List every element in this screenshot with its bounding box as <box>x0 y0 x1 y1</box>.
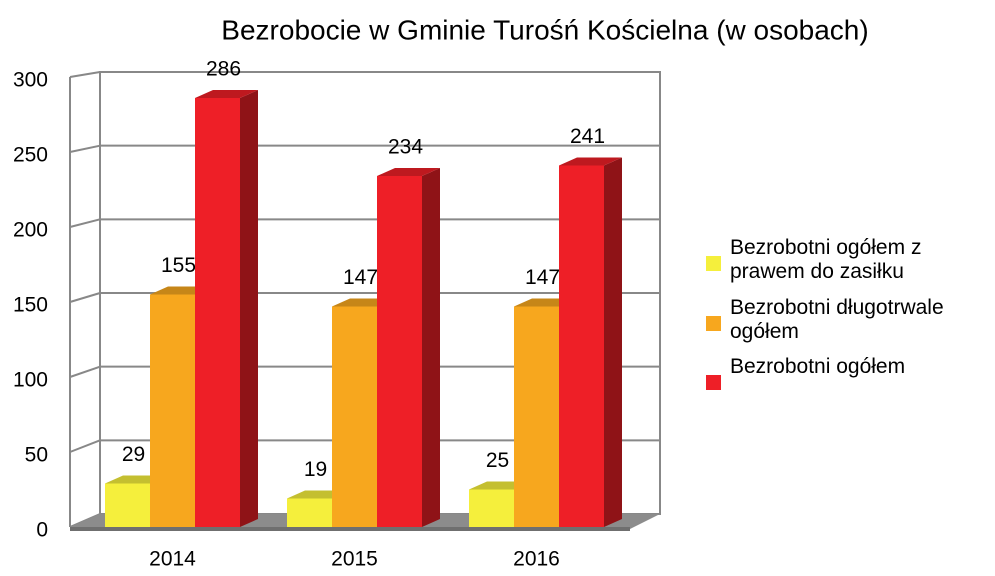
bar <box>105 483 150 527</box>
legend-item: Bezrobotni ogółem <box>706 355 991 390</box>
grid-line-side <box>69 292 101 303</box>
bar <box>195 98 240 527</box>
legend-item: Bezrobotni ogółem z prawem do zasiłku <box>706 236 991 284</box>
y-tick-label: 200 <box>13 219 48 242</box>
data-label: 234 <box>388 136 423 159</box>
bar <box>332 306 377 527</box>
legend-label: Bezrobotni ogółem <box>730 355 906 378</box>
grid-line-side <box>69 439 101 453</box>
floor-front <box>70 527 630 531</box>
data-label: 19 <box>304 458 327 481</box>
legend-label: Bezrobotni ogółem z prawem do zasiłku <box>730 236 922 283</box>
x-tick-label: 2014 <box>149 548 196 571</box>
y-tick-label: 0 <box>36 519 48 542</box>
bar <box>150 294 195 527</box>
x-tick-label: 2015 <box>331 548 378 571</box>
chart-title: Bezrobocie w Gminie Turośń Kościelna (w … <box>221 14 868 45</box>
x-tick-label: 2016 <box>513 548 560 571</box>
y-tick-label: 150 <box>13 294 48 317</box>
data-label: 147 <box>343 266 378 289</box>
data-label: 155 <box>161 254 196 277</box>
y-tick-label: 100 <box>13 369 48 392</box>
y-tick-label: 250 <box>13 144 48 167</box>
data-label: 241 <box>570 125 605 148</box>
legend-swatch <box>706 316 721 331</box>
bar-side <box>422 168 440 527</box>
legend-swatch <box>706 375 721 390</box>
bar-side <box>604 157 622 527</box>
legend-swatch <box>706 256 721 271</box>
bar-side <box>240 90 258 527</box>
grid-line-side <box>69 144 101 153</box>
y-tick-label: 300 <box>13 69 48 92</box>
legend-item: Bezrobotni długotrwale ogółem <box>706 296 991 344</box>
bar <box>287 498 332 527</box>
bar <box>514 306 559 527</box>
data-label: 286 <box>206 58 241 81</box>
bar <box>377 176 422 527</box>
data-label: 29 <box>122 443 145 466</box>
bar-top <box>195 90 258 98</box>
bar <box>559 165 604 527</box>
data-label: 25 <box>486 449 509 472</box>
bar-top <box>559 157 622 166</box>
grid-line-side <box>69 218 101 228</box>
legend-label: Bezrobotni długotrwale ogółem <box>730 296 944 343</box>
y-tick-label: 50 <box>25 444 48 467</box>
bar <box>469 489 514 527</box>
grid-line-side <box>69 71 101 78</box>
bar-top <box>377 168 440 176</box>
grid-line-side <box>69 365 101 378</box>
data-label: 147 <box>525 266 560 289</box>
